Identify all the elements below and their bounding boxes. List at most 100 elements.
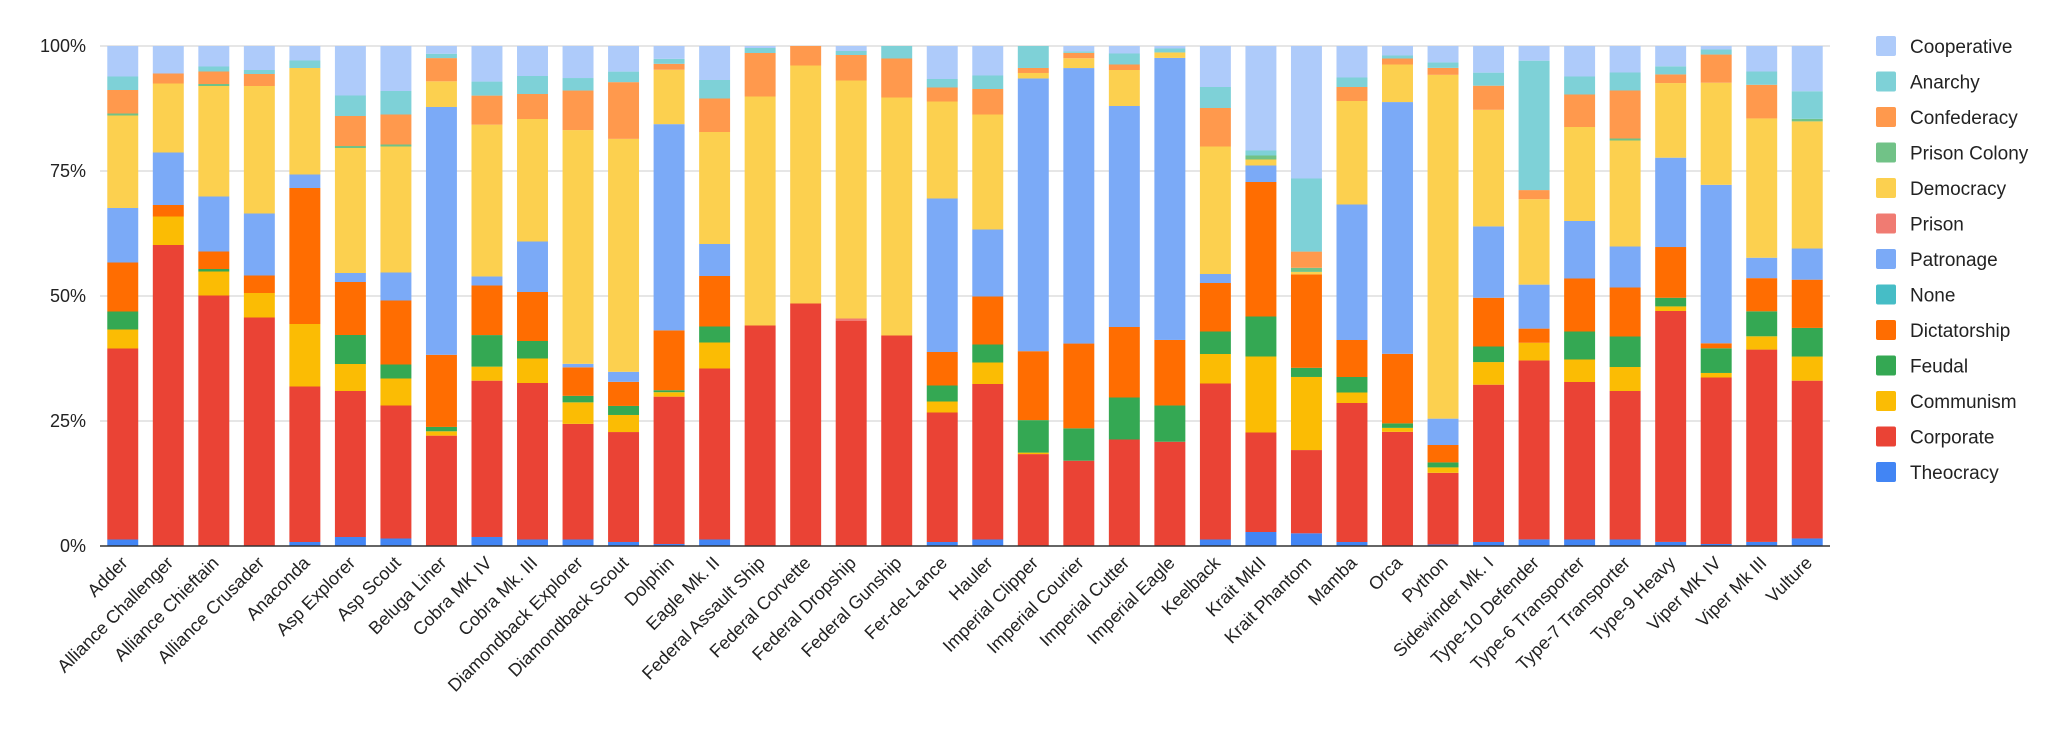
bar-segment-corporate (1199, 383, 1231, 540)
bar-segment-feudal (1700, 348, 1732, 373)
bar-segment-patronage (972, 229, 1004, 297)
legend-item: Cooperative (1876, 36, 2012, 58)
legend-item: Dictatorship (1876, 320, 2010, 342)
bar-segment-anarchy (425, 53, 457, 59)
bar-segment-theocracy (517, 539, 548, 546)
bar-segment-confederacy (653, 63, 685, 70)
bar-stack (1746, 46, 1778, 546)
bar-segment-dictatorship (1245, 182, 1277, 317)
bar-segment-theocracy (926, 542, 958, 546)
bar-segment-democracy (1564, 127, 1596, 221)
bar-segment-feudal (1108, 397, 1140, 440)
legend-item: Corporate (1876, 426, 1995, 449)
bar-stack (1245, 46, 1277, 546)
legend-swatch (1876, 284, 1896, 305)
bar-segment-cooperative (608, 46, 640, 72)
bar-segment-dictatorship (1199, 283, 1231, 332)
bar-segment-cooperative (744, 46, 776, 48)
bar-stack (1336, 46, 1368, 546)
bar-segment-dictatorship (1336, 340, 1368, 377)
bar-segment-confederacy (744, 53, 776, 97)
bar-segment-dictatorship (1290, 274, 1322, 368)
bar-stack (790, 46, 822, 546)
bar-segment-dictatorship (1108, 327, 1140, 398)
bar-segment-communism (425, 431, 457, 436)
bar-stack (425, 46, 457, 546)
bar-segment-democracy (380, 146, 412, 273)
bar-segment-dictatorship (699, 276, 731, 327)
bar-segment-democracy (1108, 70, 1140, 106)
bar-segment-confederacy (1473, 85, 1505, 110)
bar-segment-communism (380, 378, 412, 406)
bar-segment-communism (289, 324, 321, 387)
bar-segment-anarchy (835, 51, 867, 55)
x-tick-label: Vulture (1762, 553, 1816, 607)
y-tick-label: 100% (40, 36, 86, 56)
bar-segment-communism (699, 342, 731, 369)
bar-segment-communism (653, 392, 685, 397)
bar-segment-confederacy (1746, 84, 1778, 119)
bar-segment-communism (1199, 354, 1231, 384)
bar-segment-communism (471, 366, 503, 381)
bar-segment-confederacy (198, 71, 230, 84)
bar-segment-cooperative (152, 46, 184, 74)
legend-label: Theocracy (1910, 463, 1999, 484)
bar-segment-anarchy (972, 75, 1004, 89)
legend-item: Prison Colony (1876, 142, 2029, 165)
bar-segment-democracy (1791, 121, 1823, 249)
bar-segment-patronage (1473, 226, 1505, 298)
legend-item: Anarchy (1876, 71, 1980, 94)
bar-segment-patronage (1017, 78, 1049, 352)
bar-segment-cooperative (517, 46, 548, 76)
bar-segment-anarchy (517, 76, 548, 94)
bar-segment-anarchy (926, 79, 958, 88)
bar-segment-communism (926, 401, 958, 413)
bar-segment-anarchy (1063, 51, 1095, 53)
bar-segment-confederacy (243, 74, 275, 86)
bar-segment-prison-colony (198, 84, 230, 86)
bar-segment-communism (1017, 452, 1049, 455)
bar-segment-communism (1518, 342, 1550, 361)
bar-segment-feudal (972, 344, 1004, 363)
bar-segment-anarchy (1518, 60, 1550, 191)
bar-stack (1655, 46, 1687, 546)
bar-segment-cooperative (198, 46, 230, 67)
bar-segment-anarchy (243, 70, 275, 74)
bar-segment-democracy (1336, 101, 1368, 205)
bar-segment-feudal (608, 405, 640, 415)
bar-segment-communism (152, 216, 184, 245)
bar-segment-democracy (334, 148, 366, 273)
bar-segment-anarchy (744, 48, 776, 53)
bar-segment-dictatorship (243, 275, 275, 293)
bar-segment-feudal (471, 335, 503, 367)
legend-label: Patronage (1910, 250, 1998, 271)
legend-label: Feudal (1910, 357, 1968, 378)
bar-segment-theocracy (1655, 541, 1687, 546)
bar-segment-patronage (1336, 204, 1368, 340)
bar-segment-corporate (1063, 460, 1095, 546)
bar-segment-anarchy (881, 46, 913, 59)
legend-item: Patronage (1876, 249, 1998, 271)
bar-segment-feudal (1791, 327, 1823, 357)
bar-segment-feudal (107, 311, 139, 330)
bar-segment-anarchy (699, 80, 731, 99)
bar-segment-democracy (562, 130, 594, 364)
bar-segment-democracy (243, 86, 275, 214)
bar-segment-theocracy (1245, 532, 1277, 546)
bar-segment-corporate (1245, 432, 1277, 532)
bar-segment-corporate (1290, 450, 1322, 534)
bar-segment-dictatorship (1700, 343, 1732, 349)
bar-segment-communism (107, 329, 139, 349)
bar-segment-confederacy (699, 98, 731, 132)
bar-segment-theocracy (471, 536, 503, 546)
legend-label: Corporate (1910, 428, 1995, 449)
legend-swatch (1876, 426, 1896, 447)
bar-segment-patronage (107, 208, 139, 263)
bar-segment-corporate (380, 405, 412, 539)
bar-segment-cooperative (1199, 46, 1231, 87)
bar-segment-prison-colony (107, 113, 139, 116)
bar-segment-anarchy (198, 66, 230, 72)
legend-item: Democracy (1876, 178, 2007, 200)
bar-segment-theocracy (699, 539, 731, 546)
bar-segment-patronage (1746, 257, 1778, 279)
